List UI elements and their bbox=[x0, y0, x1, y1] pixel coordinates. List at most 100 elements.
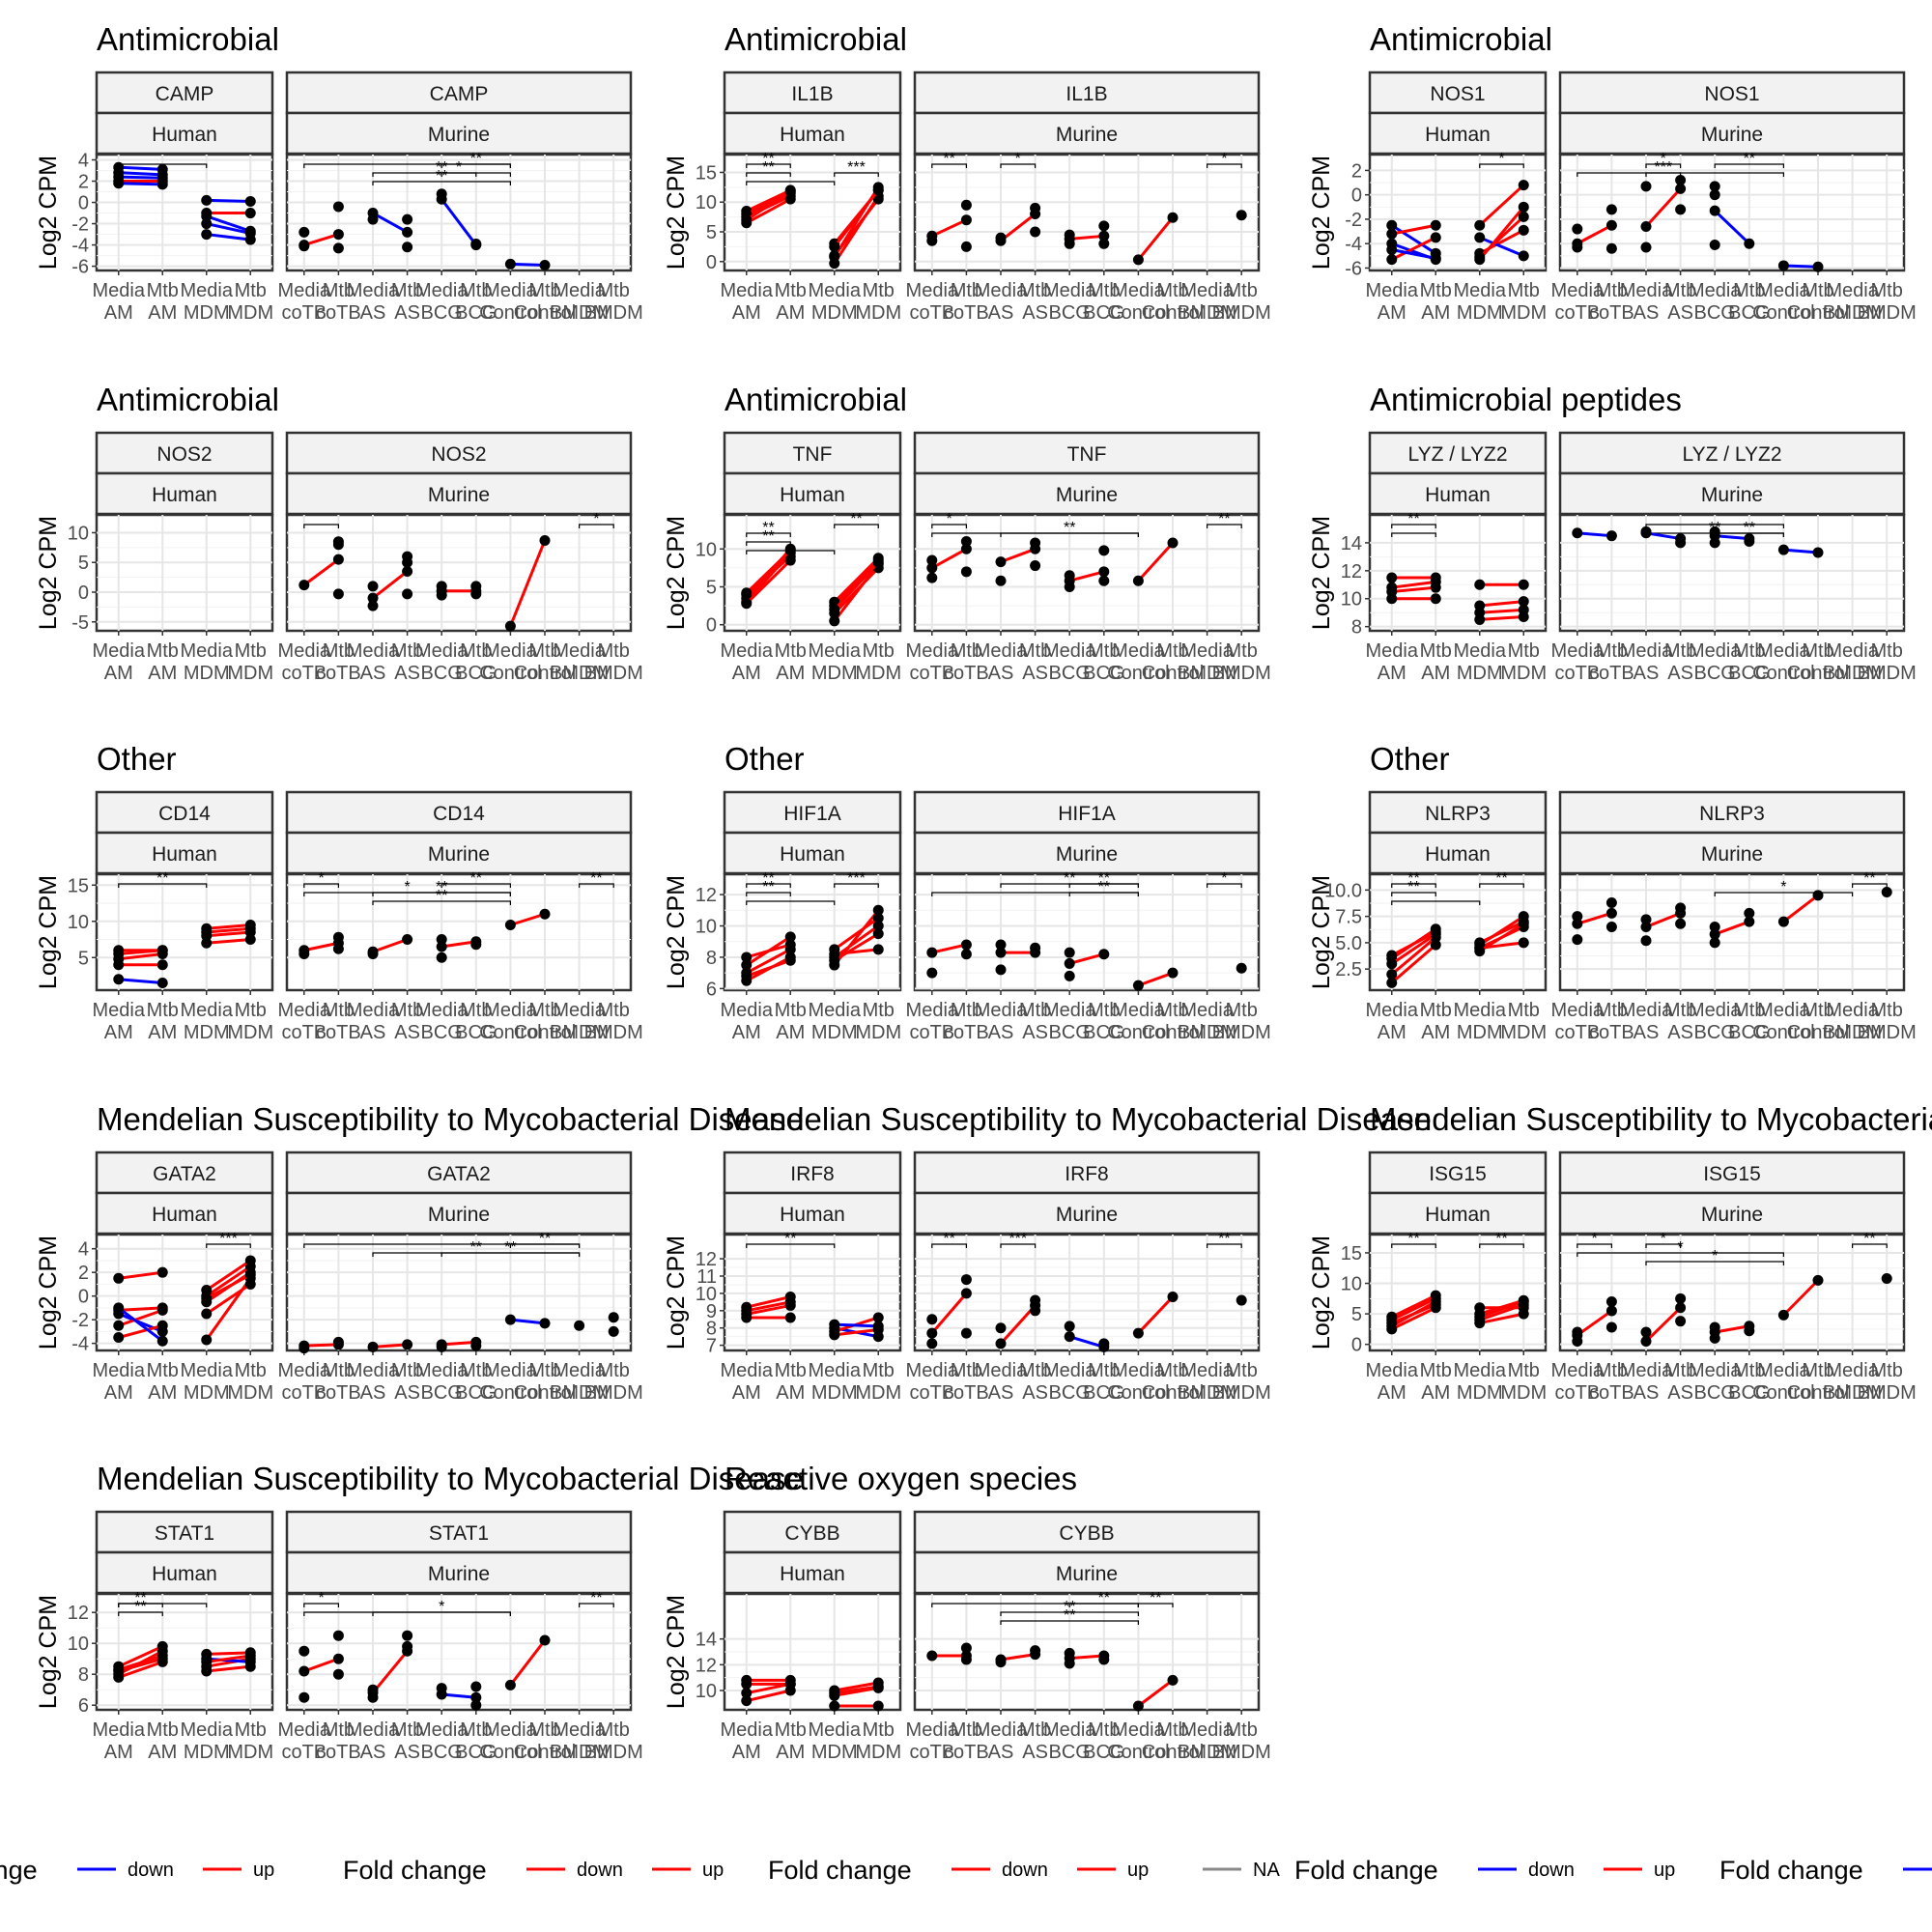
species-strip-label: Human bbox=[780, 124, 845, 146]
facet-murine: NOS1MurineMediacoTBMtbcoTBMediaASMtbASMe… bbox=[1551, 72, 1917, 324]
data-point bbox=[1030, 203, 1040, 213]
y-axis-label: Log2 CPM bbox=[35, 516, 62, 630]
significance-label: * bbox=[1015, 151, 1021, 167]
facet-human: CD14Human15105MediaAMMtbAMMediaMDMMtbMDM… bbox=[68, 792, 273, 1043]
significance-label: * bbox=[1661, 1231, 1666, 1247]
data-point bbox=[1606, 908, 1617, 919]
data-point bbox=[245, 1269, 256, 1280]
legend-item-label: up bbox=[1127, 1860, 1149, 1881]
data-point bbox=[1030, 1645, 1040, 1656]
legend-fold-change: Fold changedownup bbox=[343, 1856, 724, 1885]
x-tick-label: Media bbox=[1454, 1360, 1507, 1381]
legend-item-label: down bbox=[577, 1860, 623, 1881]
x-tick-label-sub: AM bbox=[776, 302, 805, 324]
data-point bbox=[1474, 220, 1485, 231]
data-point bbox=[1813, 262, 1824, 272]
x-tick-label-sub: coTB bbox=[1589, 1382, 1634, 1404]
data-point bbox=[1572, 527, 1582, 538]
significance-label: ** bbox=[943, 151, 954, 167]
data-point bbox=[1675, 537, 1686, 548]
data-point bbox=[1710, 240, 1720, 250]
y-tick-label: 5 bbox=[706, 222, 717, 243]
data-point bbox=[245, 196, 256, 207]
y-tick-label: 10 bbox=[696, 539, 717, 560]
species-strip-label: Human bbox=[152, 124, 217, 146]
data-point bbox=[1519, 212, 1529, 222]
x-tick-label-sub: AM bbox=[104, 1022, 133, 1043]
y-tick-label: -6 bbox=[71, 257, 89, 278]
y-tick-label: -4 bbox=[71, 236, 89, 257]
facet-murine: HIF1AMurineMediacoTBMtbcoTBMediaASMtbASM… bbox=[906, 792, 1271, 1043]
x-tick-label: Media bbox=[721, 1360, 774, 1381]
species-strip-label: Human bbox=[1425, 124, 1491, 146]
gene-strip-label: IRF8 bbox=[1065, 1163, 1109, 1185]
data-point bbox=[785, 186, 796, 197]
x-tick-label: Mtb bbox=[147, 640, 179, 662]
x-tick-label: Mtb bbox=[1420, 280, 1452, 301]
x-tick-label-sub: MDM bbox=[227, 1742, 273, 1763]
x-tick-label-sub: MDM bbox=[1500, 1022, 1547, 1043]
panel-group-title: Mendelian Susceptibility to Mycobacteria… bbox=[97, 1101, 804, 1137]
y-axis-label: Log2 CPM bbox=[663, 516, 690, 630]
y-tick-label: 0 bbox=[78, 582, 89, 604]
x-tick-label-sub: MDM bbox=[184, 1382, 230, 1404]
x-tick-label-sub: BMDM bbox=[1858, 1382, 1917, 1404]
data-point bbox=[1606, 530, 1617, 541]
x-tick-label: Media bbox=[93, 1360, 146, 1381]
x-tick-label-sub: AS bbox=[394, 663, 420, 684]
data-point bbox=[741, 214, 752, 225]
x-tick-label: Media bbox=[721, 1719, 774, 1741]
x-tick-label-sub: AM bbox=[1378, 1382, 1406, 1404]
data-point bbox=[505, 259, 516, 270]
data-point bbox=[1098, 545, 1109, 555]
data-point bbox=[1236, 1295, 1247, 1306]
x-tick-label-sub: AS bbox=[1667, 1022, 1693, 1043]
facet-human: NOS1Human20-2-4-6MediaAMMtbAMMediaMDMMtb… bbox=[1345, 72, 1547, 324]
data-point bbox=[873, 928, 884, 939]
x-tick-label-sub: BMDM bbox=[1212, 302, 1271, 324]
significance-label: ** bbox=[1098, 870, 1110, 887]
data-point bbox=[201, 1666, 212, 1677]
gene-strip-label: CYBB bbox=[1059, 1522, 1114, 1545]
data-point bbox=[996, 1657, 1007, 1667]
data-point bbox=[961, 536, 972, 547]
y-tick-label: 0 bbox=[78, 193, 89, 214]
data-point bbox=[1675, 919, 1686, 929]
species-strip-label: Murine bbox=[1701, 124, 1763, 146]
data-point bbox=[1474, 1309, 1485, 1320]
x-tick-label-sub: AS bbox=[1667, 302, 1693, 324]
x-tick-label-sub: AS bbox=[1667, 1382, 1693, 1404]
gene-strip-label: NLRP3 bbox=[1425, 803, 1491, 825]
data-point bbox=[1133, 254, 1144, 265]
data-point bbox=[926, 1651, 937, 1662]
data-point bbox=[1744, 239, 1754, 249]
data-point bbox=[961, 242, 972, 252]
gene-strip-label: CAMP bbox=[156, 83, 214, 105]
x-tick-label-sub: AM bbox=[104, 302, 133, 324]
x-tick-label-sub: MDM bbox=[1457, 1022, 1503, 1043]
x-tick-label: Media bbox=[809, 280, 862, 301]
x-tick-label-sub: AM bbox=[732, 302, 761, 324]
data-point bbox=[113, 1332, 124, 1343]
data-point bbox=[829, 1701, 839, 1712]
significance-label: * bbox=[1221, 151, 1227, 167]
data-point bbox=[873, 913, 884, 923]
data-point bbox=[1675, 1293, 1686, 1304]
data-point bbox=[1065, 971, 1075, 981]
significance-label: * bbox=[1712, 1248, 1718, 1264]
panel-group-title: Other bbox=[724, 741, 805, 777]
x-tick-label-sub: AS bbox=[988, 1742, 1014, 1763]
x-tick-label-sub: coTB bbox=[1589, 663, 1634, 684]
x-tick-label: Mtb bbox=[775, 640, 807, 662]
x-tick-label-sub: AS bbox=[394, 1742, 420, 1763]
x-tick-label: Mtb bbox=[235, 280, 267, 301]
data-point bbox=[741, 1309, 752, 1320]
y-tick-label: 0 bbox=[78, 1287, 89, 1308]
x-tick-label: Mtb bbox=[775, 280, 807, 301]
data-point bbox=[1641, 221, 1652, 232]
significance-label: * bbox=[946, 511, 952, 527]
data-point bbox=[1431, 593, 1441, 604]
data-point bbox=[1572, 911, 1582, 922]
data-point bbox=[1778, 917, 1789, 927]
